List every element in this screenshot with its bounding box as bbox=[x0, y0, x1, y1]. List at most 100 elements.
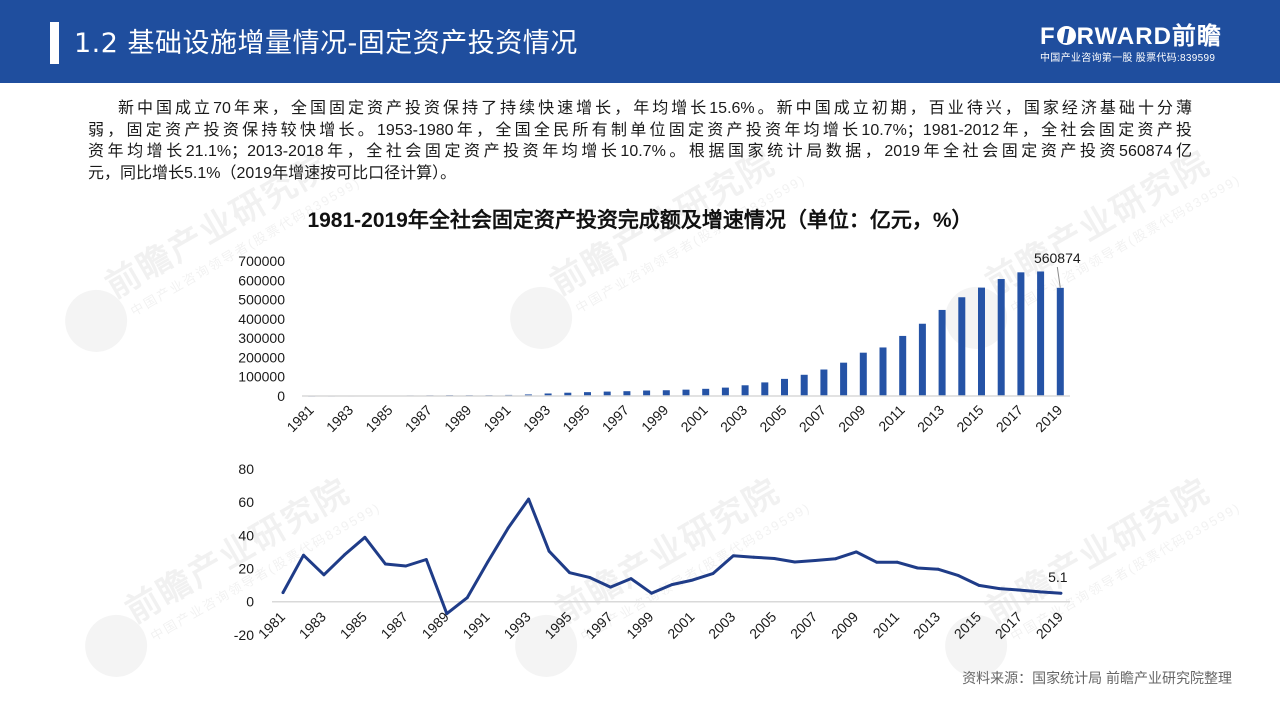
data-point bbox=[731, 554, 735, 558]
data-point bbox=[465, 596, 469, 600]
data-point bbox=[813, 559, 817, 562]
data-point bbox=[691, 578, 694, 582]
data-point bbox=[363, 535, 367, 539]
bar bbox=[938, 309, 946, 396]
data-point bbox=[793, 560, 797, 564]
bar bbox=[840, 362, 848, 396]
data-point bbox=[383, 562, 387, 566]
data-point bbox=[998, 587, 1001, 590]
y-tick-label: 200000 bbox=[238, 349, 285, 365]
bar bbox=[820, 369, 828, 396]
data-point bbox=[302, 553, 305, 557]
bar bbox=[879, 347, 887, 396]
bar bbox=[584, 392, 591, 396]
bar bbox=[997, 279, 1005, 396]
x-tick-label: 2013 bbox=[910, 608, 943, 641]
bar bbox=[741, 385, 749, 396]
investment-bar-chart: 0 100000 200000 300000 400000 500000 600000 700… bbox=[238, 250, 1081, 435]
bar bbox=[564, 392, 572, 396]
bar bbox=[623, 391, 631, 396]
data-point bbox=[916, 566, 919, 570]
x-tick-label: 1991 bbox=[480, 402, 513, 435]
data-point bbox=[834, 557, 838, 561]
paragraph-line: 弱，固定资产投资保持较快增长。1953-1980年，全国全民所有制单位固定资产投… bbox=[88, 121, 1192, 139]
x-tick-label: 2011 bbox=[870, 608, 903, 641]
x-tick-label: 1981 bbox=[283, 402, 316, 435]
data-point bbox=[772, 557, 776, 560]
x-tick-label: 2017 bbox=[992, 608, 1025, 641]
x-tick-label: 2011 bbox=[875, 402, 908, 435]
data-point bbox=[629, 577, 633, 581]
x-tick-label: 1997 bbox=[582, 608, 615, 641]
data-label-leader-line bbox=[1056, 266, 1061, 288]
x-tick-label: 2001 bbox=[677, 402, 710, 435]
bar bbox=[643, 390, 651, 396]
paragraph-line: 新中国成立70年来，全国固定资产投资保持了持续快速增长，年均增长15.6%。新中… bbox=[118, 100, 1192, 117]
bar bbox=[1056, 287, 1064, 396]
x-tick-label: 2003 bbox=[705, 608, 738, 641]
x-tick-label: 2009 bbox=[835, 402, 868, 435]
data-point bbox=[957, 574, 960, 578]
x-tick-label: 2017 bbox=[993, 402, 1026, 435]
y-tick-label: 0 bbox=[277, 388, 285, 404]
bar bbox=[524, 394, 532, 396]
data-point bbox=[609, 585, 612, 589]
y-tick-label: 60 bbox=[238, 494, 254, 510]
data-point bbox=[650, 591, 653, 595]
x-tick-label: 1981 bbox=[255, 608, 288, 641]
data-point bbox=[977, 584, 981, 587]
bar bbox=[958, 297, 966, 396]
x-tick-label: 1983 bbox=[296, 608, 329, 641]
data-point bbox=[1038, 590, 1042, 594]
data-point bbox=[322, 573, 326, 577]
bar bbox=[918, 323, 926, 396]
data-label: 560874 bbox=[1034, 250, 1081, 266]
header-bar: 1.2 基础设施增量情况-固定资产投资情况 F RWARD前瞻 中国产业咨询第一股… bbox=[0, 0, 1280, 83]
x-tick-label: 2009 bbox=[828, 608, 861, 641]
data-point bbox=[670, 583, 674, 587]
data-point bbox=[711, 572, 715, 576]
x-tick-label: 1999 bbox=[623, 608, 656, 641]
page-title: 1.2 基础设施增量情况-固定资产投资情况 bbox=[74, 28, 578, 59]
y-tick-label: 0 bbox=[246, 594, 254, 610]
x-tick-label: 2005 bbox=[756, 402, 789, 435]
bar bbox=[761, 382, 769, 396]
x-tick-label: 1995 bbox=[559, 402, 592, 435]
y-tick-label: 300000 bbox=[238, 330, 285, 346]
data-point bbox=[588, 576, 592, 580]
x-tick-label: 1985 bbox=[337, 608, 370, 641]
y-tick-label: 40 bbox=[238, 527, 254, 543]
y-tick-label: 700000 bbox=[238, 253, 285, 269]
data-point bbox=[895, 560, 899, 564]
x-tick-label: 2015 bbox=[953, 402, 986, 435]
x-tick-label: 2005 bbox=[746, 608, 779, 641]
bar bbox=[899, 335, 907, 396]
y-tick-label: 20 bbox=[238, 561, 254, 577]
x-tick-label: 1995 bbox=[541, 608, 574, 641]
x-tick-label: 1983 bbox=[323, 402, 356, 435]
x-tick-label: 2007 bbox=[796, 402, 829, 435]
bar bbox=[1017, 272, 1025, 396]
y-tick-label: 100000 bbox=[238, 369, 285, 385]
data-point bbox=[424, 558, 428, 561]
y-tick-label: 400000 bbox=[238, 311, 285, 327]
x-tick-label: 1991 bbox=[459, 608, 492, 641]
data-point bbox=[1059, 591, 1063, 595]
data-point bbox=[936, 567, 940, 571]
data-point bbox=[568, 571, 571, 575]
data-label: 5.1 bbox=[1048, 569, 1068, 585]
growth-rate-line bbox=[281, 497, 1063, 616]
logo-letter-f: F bbox=[1040, 23, 1056, 50]
x-tick-label: 1987 bbox=[378, 608, 411, 641]
bar bbox=[603, 391, 611, 396]
bar bbox=[859, 352, 867, 396]
chart-title: 1981-2019年全社会固定资产投资完成额及增速情况（单位：亿元，%） bbox=[307, 209, 973, 232]
x-tick-label: 2007 bbox=[787, 608, 820, 641]
bar bbox=[781, 378, 788, 396]
data-point bbox=[1018, 588, 1022, 592]
bar bbox=[721, 387, 729, 396]
x-tick-label: 2003 bbox=[717, 402, 750, 435]
y-tick-label: 500000 bbox=[238, 292, 285, 308]
logo-letters-rward: RWARD bbox=[1076, 23, 1172, 50]
